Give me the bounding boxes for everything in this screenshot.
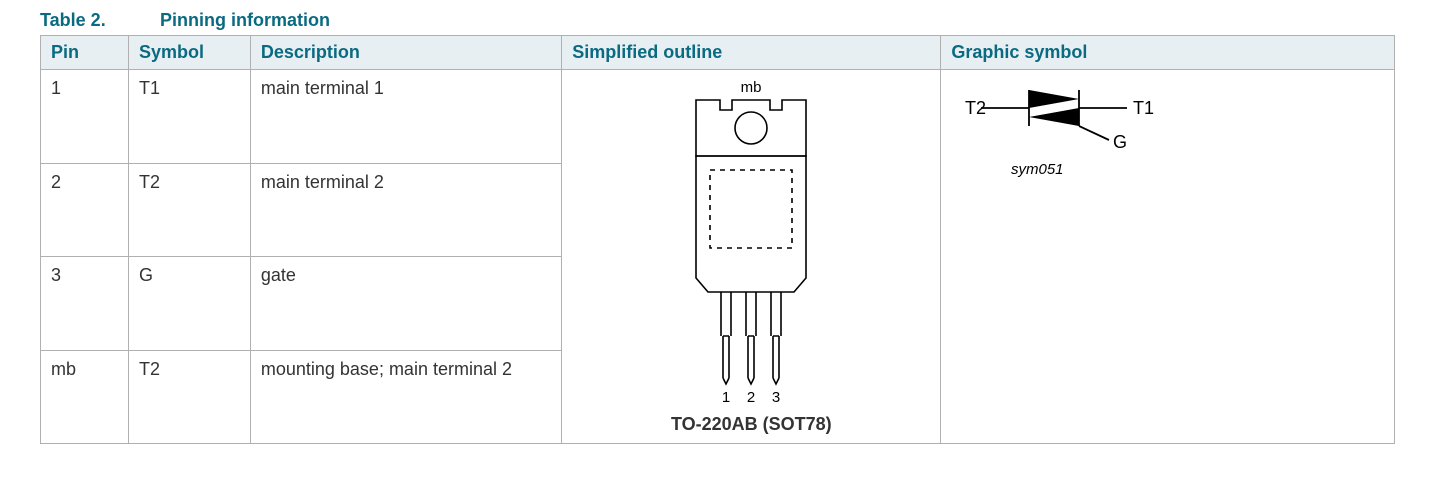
- sym-code: sym051: [1011, 161, 1064, 178]
- cell-symbol: G: [129, 257, 251, 351]
- cell-desc: main terminal 1: [250, 70, 561, 164]
- table-number: Table 2.: [40, 10, 155, 31]
- sym-t2-label: T2: [965, 98, 986, 118]
- col-header-outline: Simplified outline: [562, 36, 941, 70]
- col-header-desc: Description: [250, 36, 561, 70]
- cell-pin: 2: [41, 163, 129, 257]
- col-header-symbol: Symbol: [129, 36, 251, 70]
- cell-desc: main terminal 2: [250, 163, 561, 257]
- simplified-outline-cell: mb: [562, 70, 941, 444]
- package-name: TO-220AB (SOT78): [572, 414, 930, 435]
- pin-num-1: 1: [722, 389, 730, 406]
- col-header-graphic: Graphic symbol: [941, 36, 1395, 70]
- graphic-symbol-cell: T2 T1 G sym051: [941, 70, 1395, 444]
- table-title: Table 2. Pinning information: [40, 10, 1395, 31]
- table-header-row: Pin Symbol Description Simplified outlin…: [41, 36, 1395, 70]
- cell-symbol: T2: [129, 350, 251, 444]
- table-name: Pinning information: [160, 10, 330, 30]
- triac-symbol-svg: T2 T1 G sym051: [951, 78, 1161, 188]
- col-header-pin: Pin: [41, 36, 129, 70]
- cell-symbol: T2: [129, 163, 251, 257]
- cell-pin: mb: [41, 350, 129, 444]
- mb-label: mb: [741, 79, 762, 96]
- pin-num-2: 2: [747, 389, 755, 406]
- pin-num-3: 3: [772, 389, 780, 406]
- package-outline-svg: mb: [666, 78, 836, 408]
- cell-pin: 1: [41, 70, 129, 164]
- sym-g-label: G: [1113, 132, 1127, 152]
- cell-pin: 3: [41, 257, 129, 351]
- cell-desc: mounting base; main terminal 2: [250, 350, 561, 444]
- pinning-table: Pin Symbol Description Simplified outlin…: [40, 35, 1395, 444]
- cell-desc: gate: [250, 257, 561, 351]
- table-row: 1 T1 main terminal 1 mb: [41, 70, 1395, 164]
- cell-symbol: T1: [129, 70, 251, 164]
- sym-t1-label: T1: [1133, 98, 1154, 118]
